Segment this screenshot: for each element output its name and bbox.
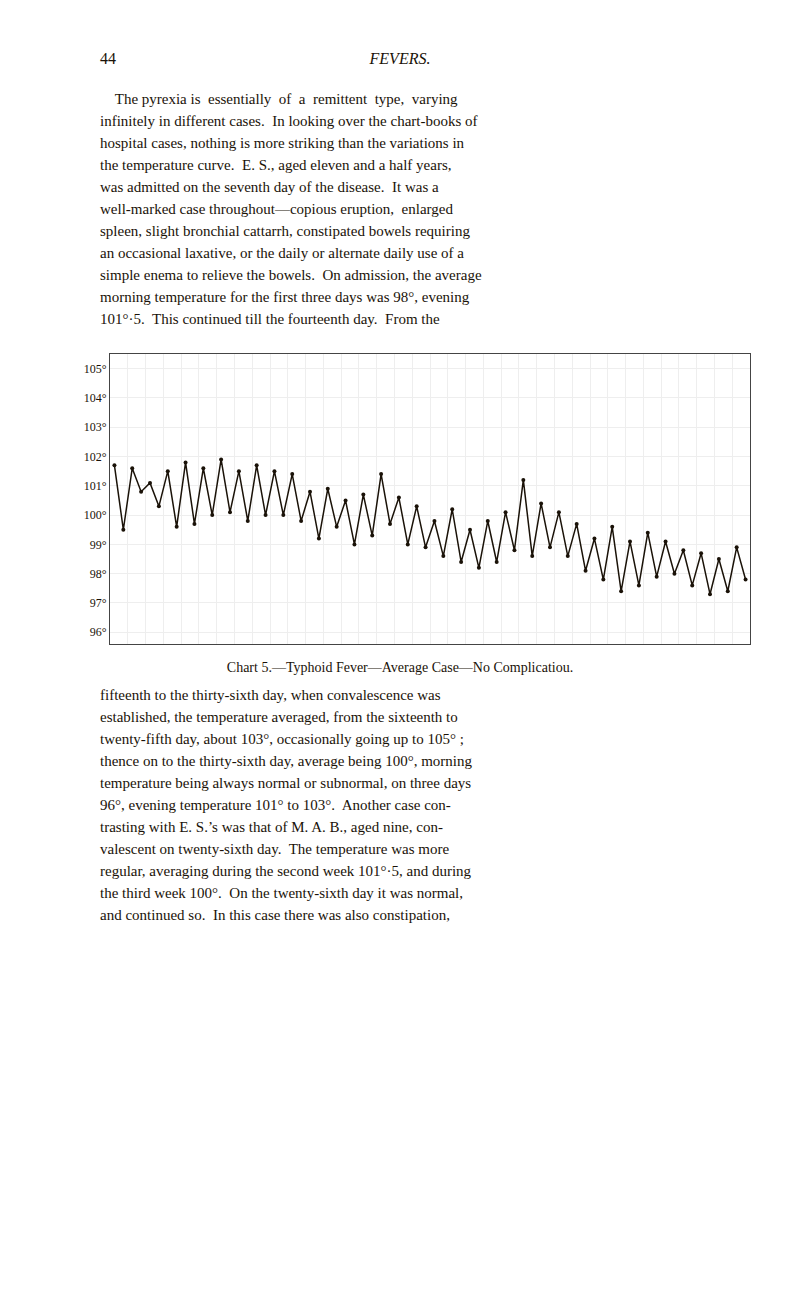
html-text:the temperature curve. E. S.,: the temperature curve. E. S., aged eleve… [100, 157, 452, 173]
html-text:96°, evening temperature 101°: 96°, evening temperature 101° to 103°. A… [100, 797, 451, 813]
html-text:FEVERS.: FEVERS. [369, 50, 431, 67]
html-text:regular, averaging during the: regular, averaging during the second wee… [100, 863, 472, 879]
html-text:valescent on twenty-sixth day.: valescent on twenty-sixth day. The tempe… [100, 841, 450, 857]
html-text:101°·5. This continued till th: 101°·5. This continued till the fourteen… [100, 311, 440, 327]
html-text:spleen, slight bronchial catta: spleen, slight bronchial cattarrh, const… [100, 223, 470, 239]
html-text:twenty-fifth day, about 103°,: twenty-fifth day, about 103°, occasional… [100, 731, 464, 747]
html-text:Chart 5.—Typhoid Fever—Average: Chart 5.—Typhoid Fever—Average Case—No C… [226, 660, 574, 675]
html-text:fifteenth to the thirty-sixth: fifteenth to the thirty-sixth day, when … [100, 687, 441, 703]
svg-text:97°: 97° [90, 596, 107, 610]
svg-text:104°: 104° [84, 391, 107, 405]
html-text:hospital cases, nothing is mor: hospital cases, nothing is more striking… [100, 135, 465, 151]
html-text:established, the temperature a: established, the temperature averaged, f… [100, 709, 458, 725]
html-text:infinitely in different cases.: infinitely in different cases. In lookin… [100, 113, 478, 129]
html-text:simple enema to relieve the bo: simple enema to relieve the bowels. On a… [100, 267, 482, 283]
svg-text:96°: 96° [90, 625, 107, 639]
html-text:was admitted on the seventh da: was admitted on the seventh day of the d… [100, 179, 439, 195]
html-text:well-marked case throughout—co: well-marked case throughout—copious erup… [100, 201, 453, 217]
html-text:and continued so. In this case: and continued so. In this case there was… [100, 907, 450, 923]
html-text:The pyrexia is essentially of: The pyrexia is essentially of a remitten… [100, 91, 458, 107]
svg-text:102°: 102° [84, 450, 107, 464]
html-text:temperature being always norma: temperature being always normal or subno… [100, 775, 472, 791]
html-text:trasting with E. S.’s was that: trasting with E. S.’s was that of M. A. … [100, 819, 443, 835]
html-text:the third week 100°. On the tw: the third week 100°. On the twenty-sixth… [100, 885, 463, 901]
svg-text:98°: 98° [90, 567, 107, 581]
html-text:morning temperature for the fi: morning temperature for the first three … [100, 289, 470, 305]
html-text:an occasional laxative, or the: an occasional laxative, or the daily or … [100, 245, 464, 261]
svg-text:99°: 99° [90, 538, 107, 552]
svg-text:101°: 101° [84, 479, 107, 493]
svg-text:103°: 103° [84, 420, 107, 434]
html-text:thence on to the thirty-sixth: thence on to the thirty-sixth day, avera… [100, 753, 472, 769]
html-text:44: 44 [100, 50, 116, 67]
svg-text:100°: 100° [84, 508, 107, 522]
svg-text:105°: 105° [84, 362, 107, 376]
